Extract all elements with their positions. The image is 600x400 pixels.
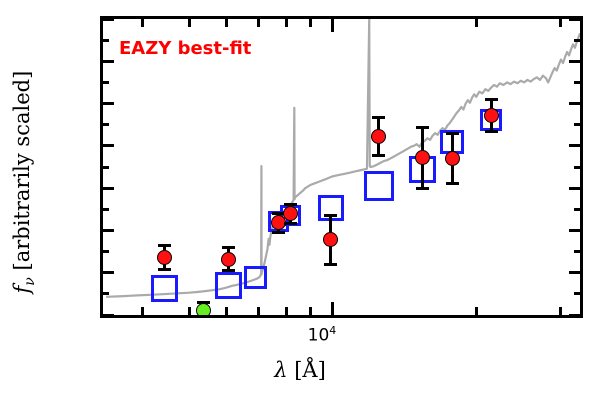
x-axis-tick-label: 104 bbox=[308, 324, 337, 346]
error-bar-cap-bottom bbox=[372, 153, 386, 157]
error-bar-cap-top bbox=[158, 243, 172, 247]
y-tick-major bbox=[103, 17, 114, 21]
observed-data-point bbox=[444, 151, 460, 167]
observed-data-point bbox=[414, 150, 430, 166]
y-tick-major-right bbox=[569, 102, 580, 106]
y-tick-major bbox=[103, 228, 114, 232]
y-tick-minor bbox=[574, 292, 580, 296]
y-tick-major-right bbox=[569, 313, 580, 317]
y-tick-major bbox=[103, 59, 114, 63]
y-tick-minor bbox=[103, 250, 109, 254]
x-tick-minor bbox=[187, 307, 191, 315]
non-detection-data-point bbox=[195, 303, 211, 315]
observed-data-point bbox=[157, 249, 173, 265]
x-tick-minor bbox=[309, 19, 313, 27]
y-tick-major bbox=[103, 313, 114, 317]
x-tick-minor bbox=[225, 19, 229, 27]
x-tick-major bbox=[331, 302, 335, 315]
y-tick-major bbox=[103, 144, 114, 148]
y-tick-minor bbox=[103, 38, 109, 42]
error-bar-cap-bottom bbox=[415, 186, 429, 190]
error-bar-cap-top bbox=[372, 116, 386, 120]
y-tick-minor bbox=[103, 292, 109, 296]
x-tick-minor bbox=[474, 19, 478, 27]
error-bar-cap-top bbox=[415, 125, 429, 129]
plot-frame: EAZY best-fit bbox=[100, 16, 583, 318]
model-photometry-square bbox=[363, 171, 394, 202]
x-tick-minor bbox=[284, 19, 288, 27]
model-photometry-square bbox=[215, 271, 243, 299]
x-axis-title-lambda: λ bbox=[274, 358, 288, 382]
error-bar-cap-bottom bbox=[272, 230, 286, 234]
x-tick-minor bbox=[141, 307, 145, 315]
observed-data-point bbox=[323, 232, 339, 248]
y-tick-minor bbox=[574, 165, 580, 169]
x-axis-tick-label-mantissa: 10 bbox=[307, 325, 330, 346]
observed-data-point bbox=[371, 129, 387, 145]
x-tick-minor bbox=[558, 19, 562, 27]
error-bar-cap-bottom bbox=[222, 268, 236, 272]
x-tick-minor bbox=[187, 19, 191, 27]
x-tick-major bbox=[331, 19, 335, 32]
x-tick-minor bbox=[141, 19, 145, 27]
observed-data-point bbox=[221, 251, 237, 267]
x-axis-title: λ [Å] bbox=[0, 358, 600, 382]
model-photometry-square bbox=[244, 266, 268, 290]
y-tick-major-right bbox=[569, 271, 580, 275]
x-tick-minor bbox=[284, 307, 288, 315]
observed-data-point bbox=[282, 206, 298, 221]
x-tick-minor bbox=[558, 307, 562, 315]
y-tick-minor bbox=[103, 207, 109, 211]
y-tick-minor bbox=[574, 207, 580, 211]
error-bar-cap-top bbox=[445, 132, 459, 136]
y-tick-minor bbox=[103, 80, 109, 84]
x-tick-minor bbox=[257, 307, 261, 315]
error-bar-cap-bottom bbox=[324, 262, 338, 266]
error-bar-cap-top bbox=[484, 97, 498, 101]
error-bar-cap-top bbox=[272, 211, 286, 215]
error-bar-cap-bottom bbox=[484, 130, 498, 134]
x-tick-minor bbox=[309, 307, 313, 315]
model-spectrum-path bbox=[106, 19, 580, 298]
y-tick-major-right bbox=[569, 186, 580, 190]
x-tick-minor bbox=[474, 307, 478, 315]
y-tick-minor bbox=[574, 123, 580, 127]
y-tick-major bbox=[103, 271, 114, 275]
annotation-eazy-best-fit: EAZY best-fit bbox=[119, 38, 252, 59]
y-tick-major bbox=[103, 186, 114, 190]
y-axis-title-nu: ν bbox=[22, 277, 39, 286]
plot-area bbox=[103, 19, 580, 315]
error-bar-cap-top bbox=[283, 202, 297, 206]
y-tick-major-right bbox=[569, 59, 580, 63]
error-bar-cap-bottom bbox=[445, 181, 459, 185]
x-axis-tick-label-exponent: 4 bbox=[329, 324, 337, 337]
x-axis-title-units: [Å] bbox=[294, 358, 326, 382]
x-tick-minor bbox=[257, 19, 261, 27]
y-tick-major-right bbox=[569, 17, 580, 21]
y-tick-minor bbox=[103, 123, 109, 127]
y-axis-title-f: f bbox=[9, 285, 34, 294]
y-tick-minor bbox=[574, 250, 580, 254]
error-bar-cap-bottom bbox=[158, 268, 172, 272]
model-spectrum-line bbox=[106, 19, 580, 298]
y-tick-major-right bbox=[569, 228, 580, 232]
y-tick-major bbox=[103, 102, 114, 106]
y-tick-minor bbox=[103, 165, 109, 169]
y-tick-minor bbox=[574, 38, 580, 42]
model-photometry-square bbox=[151, 275, 179, 303]
y-axis-title: fν [arbitrarily scaled] bbox=[10, 32, 38, 332]
error-bar-cap-top bbox=[324, 213, 338, 217]
y-tick-minor bbox=[574, 80, 580, 84]
error-bar-cap-bottom bbox=[283, 221, 297, 225]
observed-data-point bbox=[483, 107, 499, 123]
y-axis-title-rest: [arbitrarily scaled] bbox=[9, 70, 34, 278]
y-tick-major-right bbox=[569, 144, 580, 148]
error-bar-cap-top bbox=[196, 301, 210, 305]
error-bar-cap-top bbox=[222, 246, 236, 250]
x-tick-minor bbox=[225, 307, 229, 315]
